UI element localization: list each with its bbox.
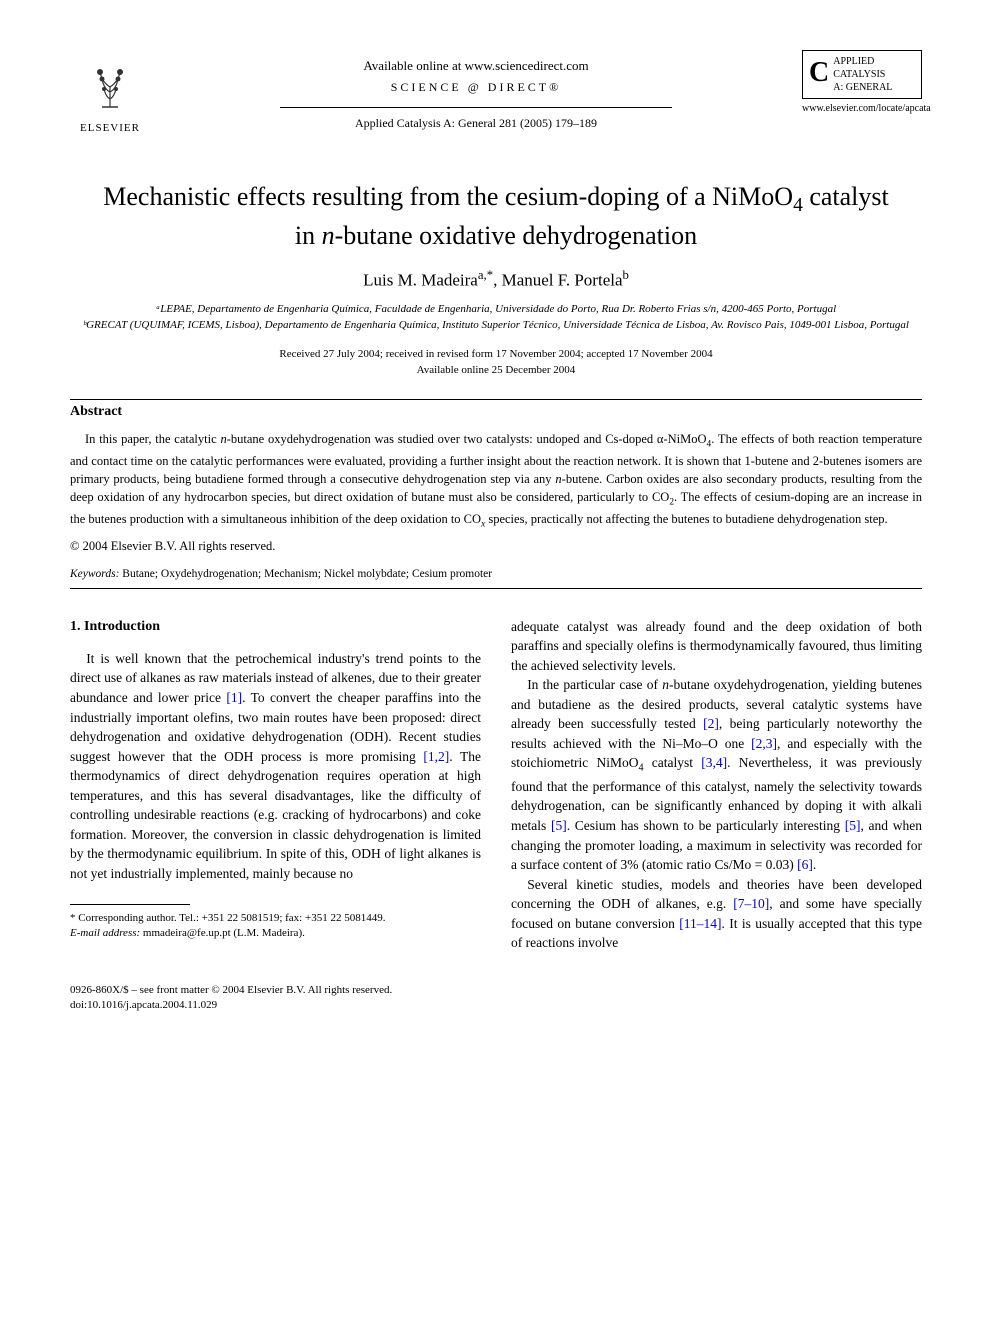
ref-link[interactable]: [6] (797, 857, 813, 872)
elsevier-label: ELSEVIER (80, 122, 140, 134)
footnote-email: mmadeira@fe.up.pt (L.M. Madeira). (140, 927, 305, 939)
elsevier-tree-icon (82, 57, 138, 120)
header-rule (280, 107, 671, 108)
author-1-sup: a,* (478, 268, 493, 282)
author-2-sup: b (623, 268, 629, 282)
dates-available: Available online 25 December 2004 (70, 362, 922, 379)
ref-link[interactable]: [5] (845, 818, 861, 833)
header-center: Available online at www.sciencedirect.co… (150, 50, 802, 131)
science-direct-logo: SCIENCE @ DIRECT® (150, 80, 802, 95)
footer-line-1: 0926-860X/$ – see front matter © 2004 El… (70, 983, 922, 998)
ref-link[interactable]: [11–14] (679, 916, 721, 931)
affiliation-a: ᵃLEPAE, Departamento de Engenharia Quími… (70, 301, 922, 318)
journal-logo-box: C APPLIED CATALYSIS A: GENERAL www.elsev… (802, 50, 922, 114)
journal-box-letter: C (809, 55, 829, 91)
ref-link[interactable]: [1] (226, 690, 242, 705)
abstract-copyright: © 2004 Elsevier B.V. All rights reserved… (70, 539, 922, 554)
ref-link[interactable]: [5] (551, 818, 567, 833)
elsevier-logo: ELSEVIER (70, 50, 150, 140)
footnote-corr: * Corresponding author. Tel.: +351 22 50… (70, 911, 481, 926)
footnote-email-label: E-mail address: (70, 927, 140, 939)
page-footer: 0926-860X/$ – see front matter © 2004 El… (70, 983, 922, 1014)
corresponding-footnote: * Corresponding author. Tel.: +351 22 50… (70, 911, 481, 942)
section-1-heading: 1. Introduction (70, 617, 481, 637)
available-online-text: Available online at www.sciencedirect.co… (150, 58, 802, 74)
author-1: Luis M. Madeira (363, 271, 478, 290)
journal-box: C APPLIED CATALYSIS A: GENERAL (802, 50, 922, 99)
ref-link[interactable]: [2,3] (751, 736, 777, 751)
footnote-separator (70, 904, 190, 905)
ref-link[interactable]: [7–10] (733, 896, 769, 911)
journal-reference: Applied Catalysis A: General 281 (2005) … (150, 116, 802, 131)
affiliation-b: ᵇGRECAT (UQUIMAF, ICEMS, Lisboa), Depart… (70, 317, 922, 334)
ref-link[interactable]: [2] (703, 716, 719, 731)
abstract-bottom-rule (70, 588, 922, 589)
body-columns: 1. Introduction It is well known that th… (70, 617, 922, 953)
journal-box-top: APPLIED CATALYSIS (833, 56, 885, 80)
intro-paragraph-2: adequate catalyst was already found and … (511, 617, 922, 676)
journal-url: www.elsevier.com/locate/apcata (802, 103, 922, 114)
column-left: 1. Introduction It is well known that th… (70, 617, 481, 953)
article-title: Mechanistic effects resulting from the c… (90, 180, 902, 252)
keywords-label: Keywords: (70, 568, 119, 580)
intro-paragraph-1: It is well known that the petrochemical … (70, 649, 481, 884)
author-2: Manuel F. Portela (502, 271, 623, 290)
footnote-email-line: E-mail address: mmadeira@fe.up.pt (L.M. … (70, 926, 481, 941)
affiliations: ᵃLEPAE, Departamento de Engenharia Quími… (70, 301, 922, 334)
ref-link[interactable]: [3,4] (701, 755, 727, 770)
keywords-line: Keywords: Butane; Oxydehydrogenation; Me… (70, 568, 922, 580)
intro-paragraph-3: In the particular case of n-butane oxyde… (511, 675, 922, 874)
abstract-text: In this paper, the catalytic n-butane ox… (70, 430, 922, 533)
page-header: ELSEVIER Available online at www.science… (70, 50, 922, 140)
article-dates: Received 27 July 2004; received in revis… (70, 346, 922, 379)
keywords-text: Butane; Oxydehydrogenation; Mechanism; N… (119, 568, 492, 580)
journal-box-bottom: A: GENERAL (833, 82, 892, 93)
footer-line-2: doi:10.1016/j.apcata.2004.11.029 (70, 998, 922, 1013)
dates-received: Received 27 July 2004; received in revis… (70, 346, 922, 363)
abstract-heading: Abstract (70, 404, 922, 420)
column-right: adequate catalyst was already found and … (511, 617, 922, 953)
intro-paragraph-4: Several kinetic studies, models and theo… (511, 875, 922, 953)
ref-link[interactable]: [1,2] (423, 749, 449, 764)
authors: Luis M. Madeiraa,*, Manuel F. Portelab (70, 268, 922, 291)
abstract-top-rule (70, 399, 922, 400)
